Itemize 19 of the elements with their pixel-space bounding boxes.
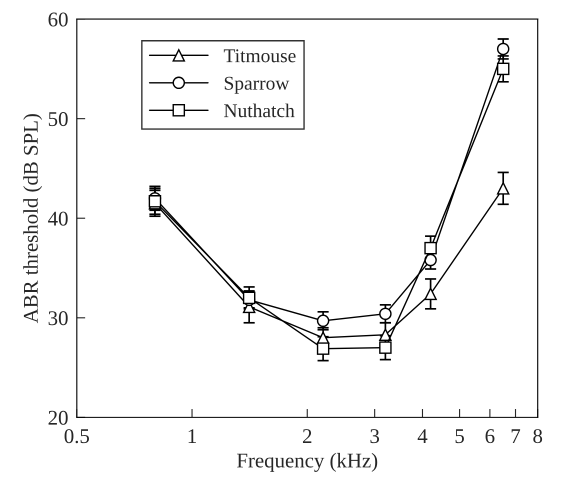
- x-tick-label: 4: [418, 429, 428, 443]
- x-tick-label: 6: [486, 429, 494, 444]
- x-tick-label: 0.5: [64, 429, 90, 444]
- x-tick-label: 3: [370, 429, 380, 444]
- y-axis-title: ABR threshold (dB SPL): [23, 114, 42, 324]
- x-axis-title: Frequency (kHz): [236, 452, 378, 472]
- x-tick-label: 1: [188, 429, 196, 443]
- x-tick-label: 2: [302, 429, 312, 443]
- legend-label: Titmouse: [224, 49, 296, 62]
- y-tick-label: 50: [48, 112, 68, 126]
- y-tick-label: 40: [48, 212, 68, 226]
- y-tick-label: 30: [48, 311, 68, 326]
- y-tick-label: 20: [48, 410, 68, 425]
- legend-label: Sparrow: [224, 76, 290, 94]
- x-tick-label: 8: [533, 429, 542, 444]
- x-tick-label: 5: [456, 429, 464, 444]
- legend-label: Nuthatch: [224, 104, 295, 118]
- y-tick-label: 60: [48, 12, 68, 27]
- x-tick-label: 7: [512, 429, 520, 443]
